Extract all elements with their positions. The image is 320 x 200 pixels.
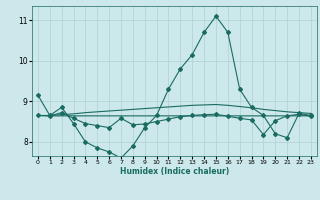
X-axis label: Humidex (Indice chaleur): Humidex (Indice chaleur) xyxy=(120,167,229,176)
